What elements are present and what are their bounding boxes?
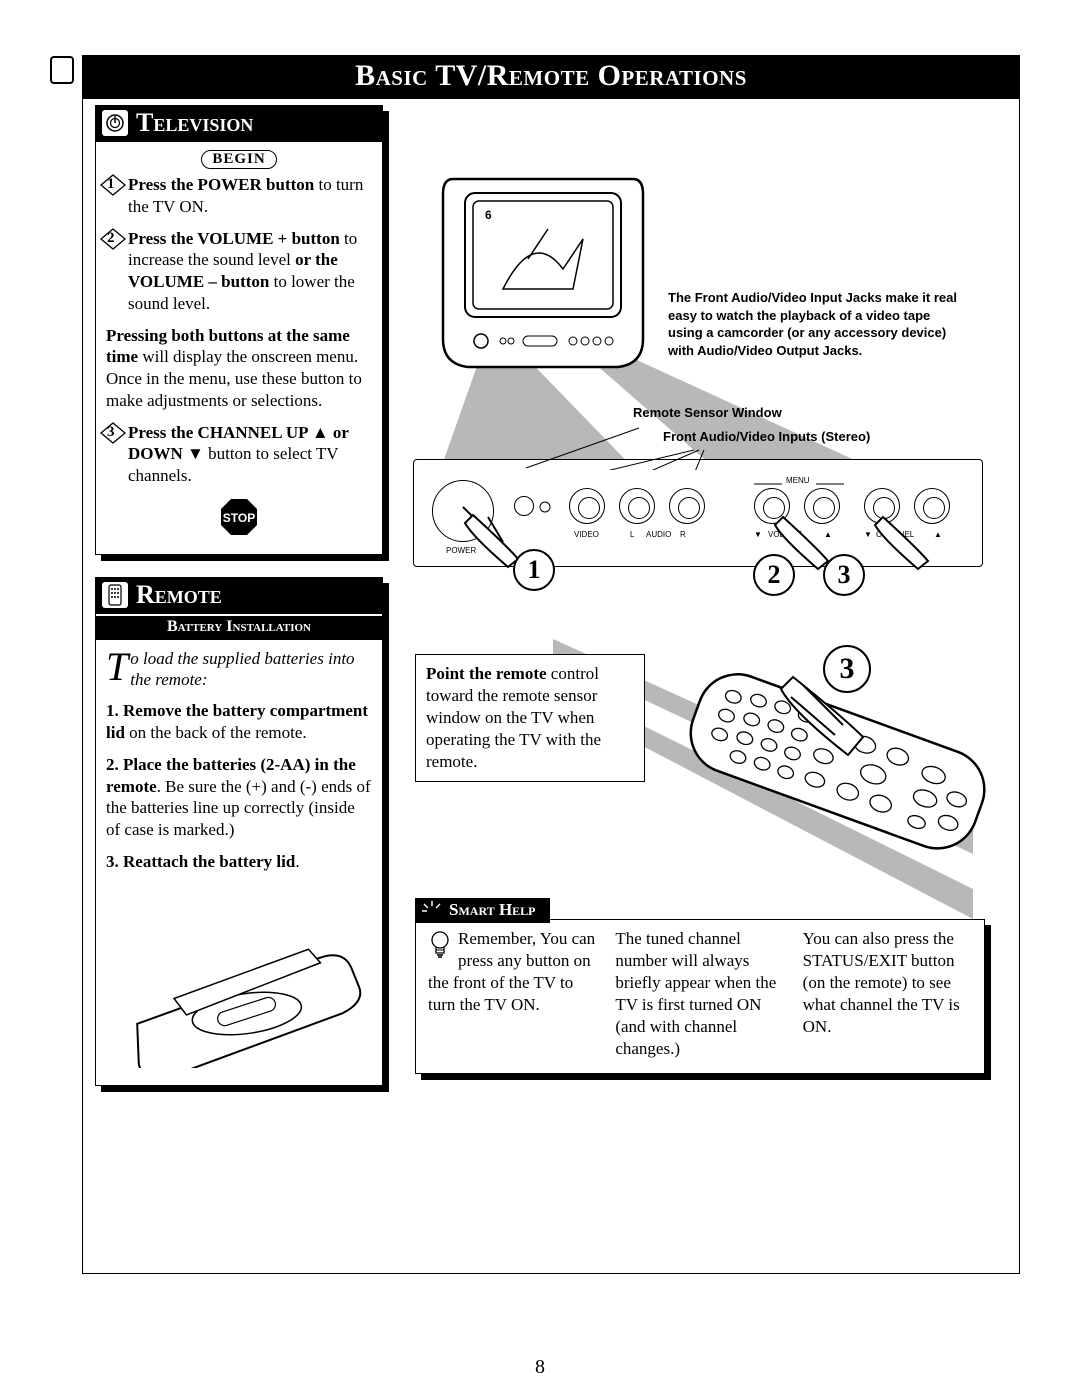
page-number: 8 xyxy=(0,1356,1080,1379)
callout-3-remote: 3 xyxy=(823,645,871,693)
b1-rest: on the back of the remote. xyxy=(125,723,307,742)
battery-illustration xyxy=(106,883,372,1073)
jack-note: The Front Audio/Video Input Jacks make i… xyxy=(668,289,968,359)
step-1: 1 Press the POWER button to turn the TV … xyxy=(106,174,372,218)
stop-text: STOP xyxy=(223,511,255,525)
step-3: 3 Press the CHANNEL UP ▲ or DOWN ▼ butto… xyxy=(106,422,372,487)
battery-step-3: 3. Reattach the battery lid. xyxy=(106,851,372,873)
battery-subheader: Battery Installation xyxy=(96,616,382,640)
tv-channel-display: 6 xyxy=(485,208,492,222)
sensor-label: Remote Sensor Window xyxy=(633,405,782,420)
power-icon xyxy=(102,110,128,136)
page-title: Basic TV/Remote Operations xyxy=(82,55,1020,99)
remote-illustration xyxy=(643,637,1003,907)
television-panel: Television BEGIN 1 Press the POWER butto… xyxy=(95,105,383,555)
remote-intro-rest: o load the supplied batteries into the r… xyxy=(130,649,354,689)
smart-help: Smart Help Remember, You can press any b… xyxy=(415,919,985,1074)
smart-help-col-3: You can also press the STATUS/EXIT butto… xyxy=(803,928,972,1061)
television-header: Television xyxy=(96,106,382,142)
step-3-number: 3 xyxy=(100,422,126,444)
step-2: 2 Press the VOLUME + button to increase … xyxy=(106,228,372,315)
battery-step-2: 2. Place the batteries (2-AA) in the rem… xyxy=(106,754,372,841)
callout-2: 2 xyxy=(753,554,795,596)
remote-header: Remote xyxy=(96,578,382,614)
step-2-bold: Press the VOLUME + button xyxy=(128,229,340,248)
remote-panel: Remote Battery Installation To load the … xyxy=(95,577,383,1086)
step-both-rest: will display the onscreen menu. Once in … xyxy=(106,347,362,410)
audio-r-jack[interactable] xyxy=(669,488,705,524)
smart-help-tab: Smart Help xyxy=(415,898,550,923)
step-both: Pressing both buttons at the same time w… xyxy=(106,325,372,412)
step-1-number: 1 xyxy=(100,174,126,196)
callout-3: 3 xyxy=(823,554,865,596)
b3-bold: 3. Reattach the battery lid xyxy=(106,852,295,871)
video-jack[interactable] xyxy=(569,488,605,524)
lightbulb-rays-icon xyxy=(421,900,443,922)
remote-icon xyxy=(102,582,128,608)
television-header-text: Television xyxy=(136,108,253,137)
battery-step-1: 1. Remove the battery compartment lid on… xyxy=(106,700,372,744)
lightbulb-icon xyxy=(428,930,452,966)
audio-label: AUDIO xyxy=(646,530,671,539)
smart-help-col-2: The tuned channel number will always bri… xyxy=(615,928,784,1061)
hand-icon xyxy=(863,499,943,579)
video-label: VIDEO xyxy=(574,530,599,539)
smart-col1-text: Remember, You can press any button on th… xyxy=(428,929,595,1014)
stop-badge: STOP xyxy=(106,497,372,542)
step-2-number: 2 xyxy=(100,228,126,250)
point-remote-box: Point the remote control toward the remo… xyxy=(415,654,645,782)
smart-help-tab-text: Smart Help xyxy=(449,900,536,919)
dropcap-t: T xyxy=(106,648,130,684)
r-label: R xyxy=(680,530,686,539)
callout-1: 1 xyxy=(513,549,555,591)
point-bold: Point the remote xyxy=(426,664,547,683)
remote-header-text: Remote xyxy=(136,580,222,609)
b3-rest: . xyxy=(295,852,299,871)
tv-illustration: 6 xyxy=(433,169,653,389)
main-frame: Television BEGIN 1 Press the POWER butto… xyxy=(82,99,1020,1274)
l-label: L xyxy=(630,530,634,539)
left-column: Television BEGIN 1 Press the POWER butto… xyxy=(95,105,383,1108)
begin-text: BEGIN xyxy=(201,150,276,169)
page-tab-notch xyxy=(50,56,74,84)
smart-help-col-1: Remember, You can press any button on th… xyxy=(428,928,597,1061)
remote-intro: To load the supplied batteries into the … xyxy=(106,648,372,691)
begin-badge: BEGIN xyxy=(106,150,372,168)
audio-l-jack[interactable] xyxy=(619,488,655,524)
step-1-bold: Press the POWER button xyxy=(128,175,314,194)
